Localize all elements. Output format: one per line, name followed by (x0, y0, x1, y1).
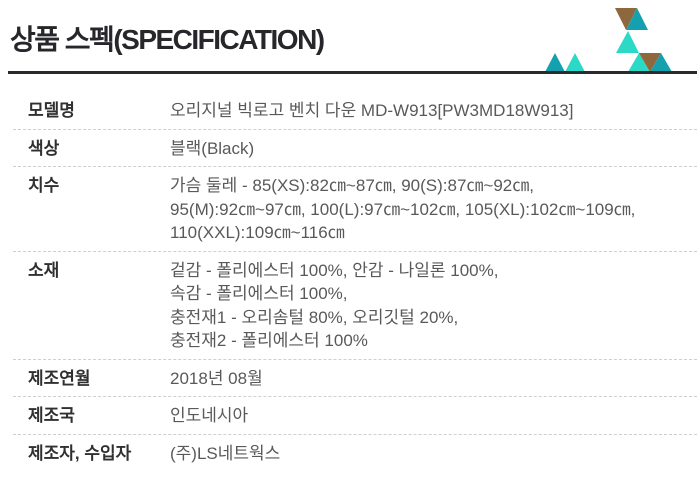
spec-value-line: 95(M):92㎝~97㎝, 100(L):97㎝~102㎝, 105(XL):… (170, 199, 636, 219)
spec-value: 인도네시아 (170, 404, 248, 428)
spec-value-line: (주)LS네트웍스 (170, 443, 281, 463)
triangle-up-icon (616, 31, 639, 53)
spec-value-line: 속감 - 폴리에스터 100%, (170, 284, 348, 303)
spec-row-color: 색상 블랙(Black) (13, 130, 697, 167)
triangle-up-icon (650, 53, 672, 72)
header-divider (8, 71, 697, 74)
spec-value: 블랙(Black) (170, 137, 254, 161)
spec-value: 오리지널 빅로고 벤치 다운 MD-W913[PW3MD18W913] (170, 99, 573, 123)
spec-value: (주)LS네트웍스 (170, 442, 280, 466)
spec-row-dimensions: 치수 가슴 둘레 - 85(XS):82㎝~87㎝, 90(S):87㎝~92㎝… (13, 167, 697, 252)
triangle-down-icon (639, 53, 661, 72)
triangle-up-icon (626, 8, 648, 30)
spec-value-line: 110(XXL):109㎝~116㎝ (170, 223, 345, 242)
page-title: 상품 스펙(SPECIFICATION) (10, 24, 325, 55)
spec-row-country: 제조국 인도네시아 (13, 397, 697, 435)
spec-label: 제조자, 수입자 (28, 443, 132, 463)
spec-value-line: 오리지널 빅로고 벤치 다운 MD-W913[PW3MD18W913] (170, 101, 574, 120)
triangle-down-icon (615, 8, 637, 30)
spec-value-line: 블랙(Black) (170, 138, 255, 158)
spec-value-line: 가슴 둘레 - 85(XS):82㎝~87㎝, 90(S):87㎝~92㎝, (170, 176, 534, 195)
spec-label: 제조연월 (28, 368, 91, 388)
spec-label: 치수 (28, 176, 60, 195)
spec-value: 가슴 둘레 - 85(XS):82㎝~87㎝, 90(S):87㎝~92㎝, 9… (170, 174, 635, 245)
spec-label: 소재 (28, 260, 60, 280)
spec-value: 겉감 - 폴리에스터 100%, 안감 - 나일론 100%, 속감 - 폴리에… (170, 259, 498, 353)
triangle-up-icon (628, 53, 650, 72)
spec-label: 제조국 (28, 406, 75, 425)
spec-row-model-name: 모델명 오리지널 빅로고 벤치 다운 MD-W913[PW3MD18W913] (13, 92, 697, 130)
spec-value-line: 겉감 - 폴리에스터 100%, 안감 - 나일론 100%, (170, 260, 499, 280)
spec-row-manufacture-date: 제조연월 2018년 08월 (13, 360, 697, 397)
spec-value-line: 2018년 08월 (170, 368, 263, 388)
spec-value: 2018년 08월 (170, 367, 263, 391)
spec-label: 색상 (28, 138, 60, 158)
spec-value-line: 충전재2 - 폴리에스터 100% (170, 331, 368, 350)
triangle-decoration (545, 8, 672, 72)
spec-table: 모델명 오리지널 빅로고 벤치 다운 MD-W913[PW3MD18W913] … (13, 92, 697, 471)
triangle-up-icon (545, 53, 565, 72)
spec-value-line: 충전재1 - 오리솜털 80%, 오리깃털 20%, (170, 307, 459, 327)
spec-label: 모델명 (28, 101, 75, 120)
spec-value-line: 인도네시아 (170, 406, 249, 425)
spec-row-material: 소재 겉감 - 폴리에스터 100%, 안감 - 나일론 100%, 속감 - … (13, 252, 697, 360)
spec-row-manufacturer-importer: 제조자, 수입자 (주)LS네트웍스 (13, 435, 697, 472)
triangle-up-icon (565, 53, 585, 72)
